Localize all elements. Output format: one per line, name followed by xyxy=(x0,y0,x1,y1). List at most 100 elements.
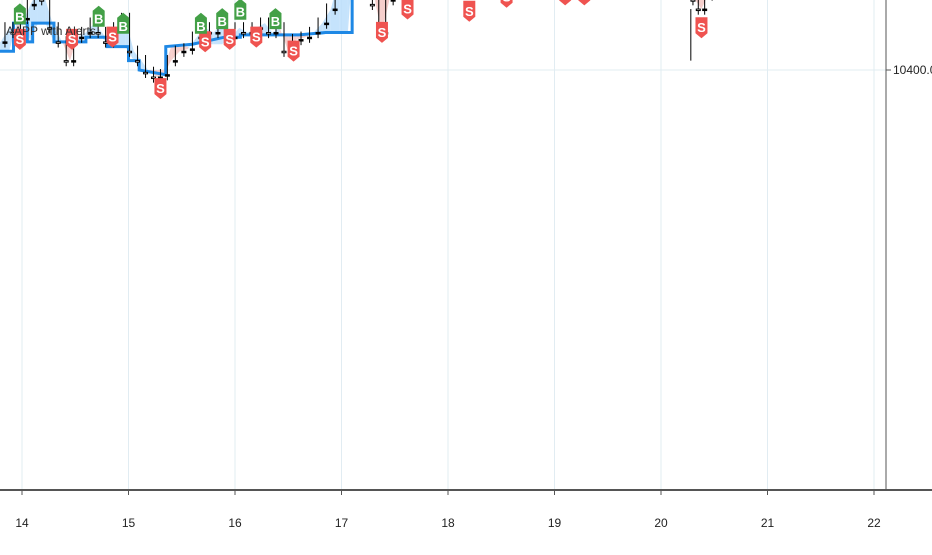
sell-signal: S xyxy=(13,28,26,50)
buy-signal-label: B xyxy=(218,14,227,29)
candle-body xyxy=(298,39,304,42)
candle-body xyxy=(189,48,195,51)
sell-signal-label: S xyxy=(561,0,570,2)
sell-signal: S xyxy=(695,17,708,39)
sell-signal-flag xyxy=(199,31,212,53)
candle-body xyxy=(39,0,45,2)
sell-signal-flag xyxy=(13,28,26,50)
sell-signal: S xyxy=(223,28,236,50)
candle-body xyxy=(324,22,330,26)
sell-signal-label: S xyxy=(68,32,77,47)
candle-body xyxy=(315,32,321,35)
x-tick-label: 19 xyxy=(548,516,562,530)
x-tick-label: 14 xyxy=(15,516,29,530)
buy-signal: B xyxy=(117,12,130,34)
candle-body xyxy=(164,74,170,77)
candle-body xyxy=(24,17,30,21)
band-segment xyxy=(695,0,702,10)
sell-signal: S xyxy=(463,0,476,22)
chart-title: AAPP with Alerts xyxy=(6,24,96,38)
band-segment xyxy=(0,41,1,52)
candle-body xyxy=(215,32,221,35)
candle-body xyxy=(241,32,247,35)
buy-signal: B xyxy=(269,8,282,30)
band-segment xyxy=(339,0,348,33)
buy-signal-label: B xyxy=(236,5,245,20)
sell-signal-label: S xyxy=(697,20,706,35)
candle-body xyxy=(172,60,178,63)
x-tick-label: 20 xyxy=(654,516,668,530)
sell-signal: S xyxy=(66,28,79,50)
sell-signal-flag xyxy=(250,26,263,48)
sell-signal: S xyxy=(375,21,388,43)
buy-signal-label: B xyxy=(118,19,127,34)
candle-body xyxy=(2,41,8,44)
sell-signal-label: S xyxy=(378,25,387,40)
candle-body xyxy=(273,32,279,35)
buy-signal-label: B xyxy=(196,19,205,34)
sell-signal-flag xyxy=(578,0,591,6)
buy-signal-flag xyxy=(269,8,282,30)
sell-signal: S xyxy=(559,0,572,6)
sell-signal: S xyxy=(154,78,167,100)
buy-signal-flag xyxy=(234,0,247,20)
candle-body xyxy=(143,71,149,75)
candle-body xyxy=(307,36,313,40)
candle-body xyxy=(127,50,133,54)
buy-signal: B xyxy=(194,12,207,34)
sell-signal-flag xyxy=(154,78,167,100)
sell-signal-flag xyxy=(106,26,119,48)
candle-body xyxy=(281,50,287,54)
sell-signal-flag xyxy=(559,0,572,6)
buy-signal-label: B xyxy=(15,9,24,24)
sell-signal-label: S xyxy=(252,30,261,45)
candle-body xyxy=(47,27,53,30)
buy-signal-flag xyxy=(13,3,26,25)
sell-signal-label: S xyxy=(502,0,511,5)
sell-signal: S xyxy=(500,0,513,8)
sell-signal-flag xyxy=(375,21,388,43)
x-tick-label: 21 xyxy=(761,516,775,530)
buy-signal-label: B xyxy=(271,14,280,29)
sell-signal: S xyxy=(106,26,119,48)
sell-signal-flag xyxy=(223,28,236,50)
candle-body xyxy=(266,32,272,35)
candle-body xyxy=(71,60,77,63)
sell-signal-label: S xyxy=(580,0,589,2)
sell-signal: S xyxy=(287,40,300,62)
candle-body xyxy=(63,60,69,63)
buy-signal-flag xyxy=(92,5,105,27)
sell-signal-label: S xyxy=(16,32,25,47)
sell-signal-flag xyxy=(66,28,79,50)
band-segment xyxy=(37,0,46,24)
candle-body xyxy=(95,32,101,35)
x-tick-label: 18 xyxy=(441,516,455,530)
sell-signal: S xyxy=(250,26,263,48)
sell-signal-flag xyxy=(463,0,476,22)
candle-body xyxy=(87,32,93,35)
sell-signal-flag xyxy=(695,17,708,39)
sell-signal: S xyxy=(401,0,414,20)
buy-signal: B xyxy=(13,3,26,25)
candle-body xyxy=(702,8,708,12)
candle-body xyxy=(135,60,141,63)
buy-signal-flag xyxy=(194,12,207,34)
sell-signal: S xyxy=(578,0,591,6)
buy-signal: B xyxy=(216,8,229,30)
candle-body xyxy=(151,76,157,80)
band-segment xyxy=(347,0,351,33)
band-segment xyxy=(330,0,340,33)
buy-signal-flag xyxy=(216,8,229,30)
sell-signal-label: S xyxy=(201,34,210,49)
x-tick-label: 17 xyxy=(335,516,349,530)
sell-signal: S xyxy=(199,31,212,53)
band-segment xyxy=(375,0,376,5)
band-segment xyxy=(279,27,289,52)
x-tick-label: 15 xyxy=(122,516,136,530)
buy-signal-label: B xyxy=(94,12,103,27)
buy-signal: B xyxy=(92,5,105,27)
x-tick-label: 16 xyxy=(228,516,242,530)
sell-signal-label: S xyxy=(465,4,474,19)
candle-body xyxy=(332,8,338,12)
candle-body xyxy=(690,0,696,2)
